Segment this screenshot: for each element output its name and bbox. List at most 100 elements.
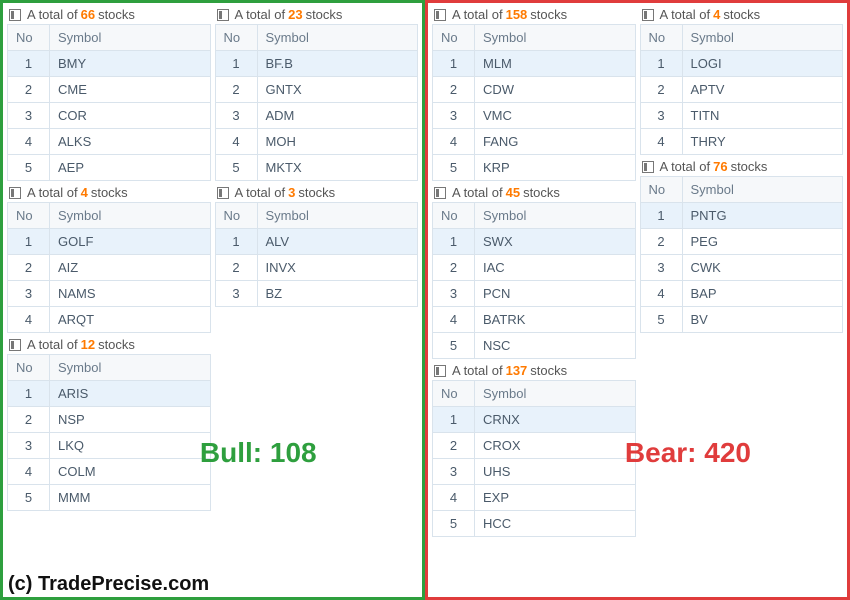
cell-symbol: ALV: [257, 229, 418, 255]
col-header-symbol[interactable]: Symbol: [257, 203, 418, 229]
col-header-symbol[interactable]: Symbol: [50, 355, 211, 381]
table-row[interactable]: 4ARQT: [8, 307, 211, 333]
table-row[interactable]: 1CRNX: [433, 407, 636, 433]
table-row[interactable]: 3UHS: [433, 459, 636, 485]
col-header-no[interactable]: No: [215, 25, 257, 51]
col-header-symbol[interactable]: Symbol: [257, 25, 418, 51]
table-row[interactable]: 2APTV: [640, 77, 843, 103]
table-row[interactable]: 5KRP: [433, 155, 636, 181]
table-row[interactable]: 2CDW: [433, 77, 636, 103]
cell-symbol: UHS: [475, 459, 636, 485]
table-row[interactable]: 4THRY: [640, 129, 843, 155]
cell-no: 4: [215, 129, 257, 155]
cell-no: 1: [640, 203, 682, 229]
table-row[interactable]: 2PEG: [640, 229, 843, 255]
panel-icon: [9, 339, 21, 351]
col-header-symbol[interactable]: Symbol: [475, 25, 636, 51]
table-row[interactable]: 4BAP: [640, 281, 843, 307]
table-row[interactable]: 5AEP: [8, 155, 211, 181]
stock-table: NoSymbol1ARIS2NSP3LKQ4COLM5MMM: [7, 354, 211, 511]
table-row[interactable]: 4COLM: [8, 459, 211, 485]
table-row[interactable]: 3CWK: [640, 255, 843, 281]
table-row[interactable]: 1MLM: [433, 51, 636, 77]
col-header-symbol[interactable]: Symbol: [475, 203, 636, 229]
cell-no: 1: [8, 381, 50, 407]
table-row[interactable]: 2GNTX: [215, 77, 418, 103]
table-row[interactable]: 2IAC: [433, 255, 636, 281]
col-header-no[interactable]: No: [433, 203, 475, 229]
cell-no: 2: [8, 407, 50, 433]
cell-symbol: BMY: [50, 51, 211, 77]
cell-no: 5: [215, 155, 257, 181]
table-row[interactable]: 5BV: [640, 307, 843, 333]
table-row[interactable]: 1SWX: [433, 229, 636, 255]
cell-no: 2: [8, 255, 50, 281]
table-row[interactable]: 1PNTG: [640, 203, 843, 229]
panel-header: A total of 4 stocks: [640, 5, 844, 24]
table-row[interactable]: 2CME: [8, 77, 211, 103]
col-header-no[interactable]: No: [433, 381, 475, 407]
table-row[interactable]: 1GOLF: [8, 229, 211, 255]
col-header-symbol[interactable]: Symbol: [50, 203, 211, 229]
cell-symbol: TITN: [682, 103, 843, 129]
table-row[interactable]: 1ARIS: [8, 381, 211, 407]
table-row[interactable]: 3TITN: [640, 103, 843, 129]
table-row[interactable]: 4FANG: [433, 129, 636, 155]
table-row[interactable]: 1LOGI: [640, 51, 843, 77]
bear-section: A total of 158 stocksNoSymbol1MLM2CDW3VM…: [425, 0, 850, 600]
table-row[interactable]: 3VMC: [433, 103, 636, 129]
col-header-no[interactable]: No: [640, 25, 682, 51]
cell-symbol: COLM: [50, 459, 211, 485]
col-header-symbol[interactable]: Symbol: [475, 381, 636, 407]
stock-table: NoSymbol1LOGI2APTV3TITN4THRY: [640, 24, 844, 155]
table-row[interactable]: 2CROX: [433, 433, 636, 459]
col-header-no[interactable]: No: [8, 355, 50, 381]
cell-no: 3: [640, 103, 682, 129]
panel-header: A total of 76 stocks: [640, 157, 844, 176]
col-header-no[interactable]: No: [433, 25, 475, 51]
stock-panel: A total of 4 stocksNoSymbol1GOLF2AIZ3NAM…: [7, 183, 211, 333]
table-row[interactable]: 4MOH: [215, 129, 418, 155]
table-row[interactable]: 5HCC: [433, 511, 636, 537]
table-row[interactable]: 2NSP: [8, 407, 211, 433]
table-row[interactable]: 5MKTX: [215, 155, 418, 181]
cell-no: 5: [8, 155, 50, 181]
cell-symbol: ALKS: [50, 129, 211, 155]
total-suffix: stocks: [98, 337, 135, 352]
table-row[interactable]: 2INVX: [215, 255, 418, 281]
col-header-symbol[interactable]: Symbol: [682, 177, 843, 203]
col-header-symbol[interactable]: Symbol: [50, 25, 211, 51]
table-row[interactable]: 1ALV: [215, 229, 418, 255]
table-row[interactable]: 1BMY: [8, 51, 211, 77]
cell-no: 1: [433, 407, 475, 433]
panel-header: A total of 23 stocks: [215, 5, 419, 24]
table-row[interactable]: 3LKQ: [8, 433, 211, 459]
total-suffix: stocks: [530, 7, 567, 22]
table-row[interactable]: 4EXP: [433, 485, 636, 511]
table-row[interactable]: 3BZ: [215, 281, 418, 307]
table-row[interactable]: 5MMM: [8, 485, 211, 511]
stock-panel: A total of 76 stocksNoSymbol1PNTG2PEG3CW…: [640, 157, 844, 333]
cell-symbol: ARQT: [50, 307, 211, 333]
table-row[interactable]: 1BF.B: [215, 51, 418, 77]
table-row[interactable]: 5NSC: [433, 333, 636, 359]
table-row[interactable]: 3NAMS: [8, 281, 211, 307]
stock-table: NoSymbol1ALV2INVX3BZ: [215, 202, 419, 307]
bull-column-2: A total of 23 stocksNoSymbol1BF.B2GNTX3A…: [213, 5, 421, 595]
cell-no: 3: [8, 281, 50, 307]
table-row[interactable]: 2AIZ: [8, 255, 211, 281]
table-row[interactable]: 4ALKS: [8, 129, 211, 155]
table-row[interactable]: 3COR: [8, 103, 211, 129]
col-header-symbol[interactable]: Symbol: [682, 25, 843, 51]
table-row[interactable]: 3PCN: [433, 281, 636, 307]
table-row[interactable]: 4BATRK: [433, 307, 636, 333]
total-count: 12: [81, 337, 95, 352]
col-header-no[interactable]: No: [640, 177, 682, 203]
cell-no: 4: [8, 129, 50, 155]
table-row[interactable]: 3ADM: [215, 103, 418, 129]
stock-panel: A total of 3 stocksNoSymbol1ALV2INVX3BZ: [215, 183, 419, 307]
cell-symbol: ARIS: [50, 381, 211, 407]
col-header-no[interactable]: No: [8, 203, 50, 229]
col-header-no[interactable]: No: [215, 203, 257, 229]
col-header-no[interactable]: No: [8, 25, 50, 51]
